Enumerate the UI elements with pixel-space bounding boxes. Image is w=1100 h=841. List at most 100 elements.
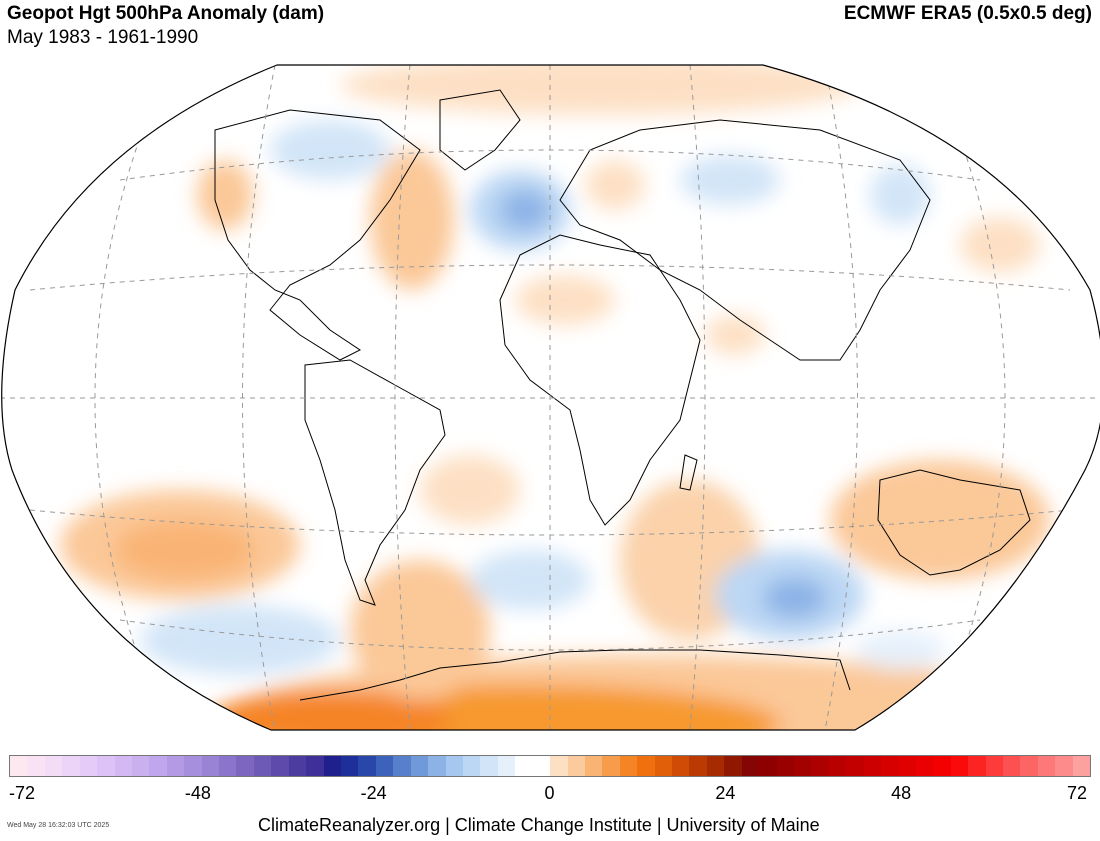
credit-line: ClimateReanalyzer.org | Climate Change I… xyxy=(258,815,820,835)
anomaly-negative-south-atlantic xyxy=(470,550,590,610)
colorbar-swatch xyxy=(881,756,899,776)
colorbar-swatch xyxy=(288,756,307,776)
colorbar-swatch xyxy=(375,756,394,776)
anomaly-positive-drake-passage xyxy=(350,560,490,700)
colorbar-swatch xyxy=(689,756,707,776)
colorbar-swatch xyxy=(166,756,185,776)
europe-africa-outline xyxy=(499,234,701,526)
colorbar-swatch xyxy=(898,756,916,776)
colorbar-swatch xyxy=(672,756,690,776)
colorbar-swatch xyxy=(428,756,446,776)
colorbar-swatch xyxy=(846,756,864,776)
colorbar-swatch xyxy=(724,756,742,776)
anomaly-negative-siberia xyxy=(680,155,780,205)
coastlines xyxy=(214,89,1031,701)
colorbar-swatch xyxy=(341,756,359,776)
anomaly-negative-hudson-bay xyxy=(270,120,390,180)
colorbar-swatch xyxy=(27,756,45,776)
anomaly-positive-west-canada xyxy=(197,160,253,230)
colorbar-swatch xyxy=(741,756,760,776)
colorbar-swatch xyxy=(219,756,237,776)
colorbar-swatch xyxy=(515,756,533,776)
anomaly-map xyxy=(1,64,1100,731)
map-title: Geopot Hgt 500hPa Anomaly (dam) xyxy=(7,3,325,24)
colorbar-tick-label: 0 xyxy=(544,783,555,803)
colorbar-swatch xyxy=(480,756,498,776)
colorbar-swatch xyxy=(759,756,777,776)
colorbar-swatch xyxy=(79,756,98,776)
colorbar-swatch xyxy=(968,756,986,776)
colorbar-tick-label: 48 xyxy=(891,783,912,803)
anomaly-positive-arabian-sea xyxy=(705,315,765,355)
colorbar-swatch xyxy=(828,756,847,776)
south-america-outline xyxy=(304,359,446,606)
colorbar-swatch xyxy=(131,756,150,776)
north-america-outline xyxy=(214,109,421,361)
data-source-label: ECMWF ERA5 (0.5x0.5 deg) xyxy=(843,3,1092,24)
colorbar-swatch xyxy=(44,756,63,776)
colorbar-swatch xyxy=(1020,756,1038,776)
colorbar-swatch xyxy=(602,756,620,776)
colorbar-swatch xyxy=(550,756,568,776)
graticule xyxy=(1,65,1100,730)
colorbar-swatch xyxy=(271,756,289,776)
colorbar-swatch xyxy=(950,756,969,776)
anomaly-positive-sahara xyxy=(515,275,615,325)
anomaly-negative-south-pacific xyxy=(140,605,340,675)
colorbar-swatch xyxy=(776,756,794,776)
colorbar-swatch xyxy=(306,756,324,776)
colorbar-swatch xyxy=(462,756,481,776)
antarctica-outline xyxy=(299,649,851,701)
colorbar-swatch xyxy=(62,756,80,776)
colorbar-swatch xyxy=(985,756,1004,776)
colorbar-swatch xyxy=(863,756,882,776)
colorbar-swatch xyxy=(10,756,28,776)
anomaly-positive-south-pacific-core xyxy=(115,520,255,580)
colorbar-tick-label: 24 xyxy=(715,783,736,803)
anomaly-positive-north-pacific xyxy=(960,217,1040,273)
map-subtitle: May 1983 - 1961-1990 xyxy=(7,27,199,48)
colorbar-swatch xyxy=(410,756,429,776)
anomaly-negative-indian-ocean-core xyxy=(763,578,827,618)
colorbar-swatch xyxy=(933,756,951,776)
eurasia-outline xyxy=(559,119,931,361)
australia-outline xyxy=(877,469,1031,576)
colorbar-swatch xyxy=(654,756,673,776)
colorbar-swatch xyxy=(1072,756,1091,776)
colorbar-swatch xyxy=(393,756,411,776)
colorbar-swatch xyxy=(811,756,829,776)
colorbar-tick-label: -48 xyxy=(184,783,211,803)
colorbar xyxy=(9,755,1091,777)
colorbar-swatch xyxy=(114,756,132,776)
colorbar-swatch xyxy=(201,756,220,776)
colorbar-swatch xyxy=(184,756,202,776)
colorbar-swatch xyxy=(97,756,115,776)
colorbar-swatch xyxy=(637,756,655,776)
colorbar-swatch xyxy=(358,756,376,776)
colorbar-swatch xyxy=(149,756,167,776)
anomaly-negative-north-atlantic-core xyxy=(500,190,550,230)
colorbar-swatch xyxy=(1055,756,1073,776)
colorbar-swatch xyxy=(793,756,812,776)
colorbar-swatch xyxy=(619,756,638,776)
colorbar-swatch xyxy=(497,756,516,776)
colorbar-swatch xyxy=(323,756,342,776)
colorbar-swatch xyxy=(567,756,585,776)
greenland-outline xyxy=(439,89,521,171)
colorbar-swatch xyxy=(236,756,254,776)
colorbar-swatch xyxy=(584,756,603,776)
colorbar-tick-label: -24 xyxy=(360,783,387,803)
globe-border xyxy=(1,64,1100,731)
anomaly-positive-arctic xyxy=(340,65,860,115)
anomaly-negative-east-siberia xyxy=(870,165,930,225)
colorbar-swatch xyxy=(1037,756,1056,776)
colorbar-tick-label: 72 xyxy=(1066,783,1088,803)
anomaly-positive-north-atlantic xyxy=(370,150,454,290)
anomaly-positive-south-atlantic xyxy=(420,455,520,525)
colorbar-swatch xyxy=(532,756,551,776)
madagascar-outline xyxy=(679,454,698,491)
colorbar-swatch xyxy=(1003,756,1021,776)
timestamp: Wed May 28 16:32:03 UTC 2025 xyxy=(7,822,110,829)
colorbar-swatch xyxy=(253,756,272,776)
anomaly-positive-australia xyxy=(830,460,1050,580)
